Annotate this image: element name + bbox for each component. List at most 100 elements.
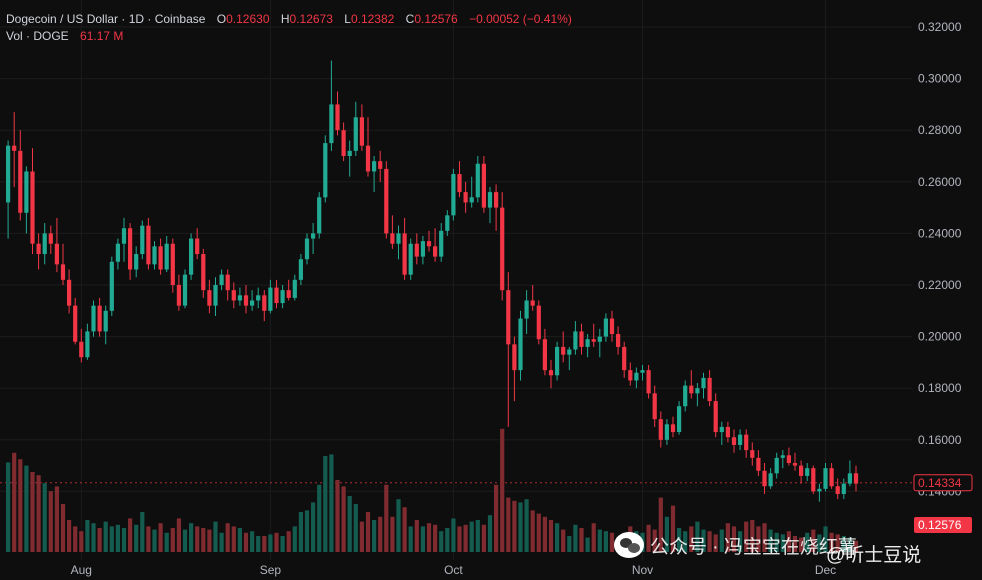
candle-body	[280, 290, 285, 304]
volume-bar	[841, 536, 846, 552]
candle-body	[243, 295, 249, 306]
volume-bar	[719, 529, 724, 552]
symbol-title[interactable]: Dogecoin / US Dollar · 1D · Coinbase	[6, 12, 206, 26]
low-label: L	[344, 12, 351, 26]
candle-body	[670, 424, 676, 433]
volume-bar	[329, 454, 334, 552]
volume-bar	[353, 504, 358, 552]
close-price-badge-label: 0.12576	[918, 518, 962, 532]
candle-body	[304, 238, 310, 260]
high-label: H	[280, 12, 290, 26]
volume-bar	[140, 512, 145, 552]
volume-bar	[469, 521, 474, 552]
candle-body	[585, 339, 590, 347]
volume-bar	[30, 472, 35, 552]
volume-bar	[457, 526, 462, 552]
close-label: C	[405, 12, 415, 26]
candle-body	[481, 163, 486, 208]
volume-bar	[60, 504, 66, 552]
candle-body	[274, 287, 279, 304]
volume-bar	[591, 523, 596, 552]
candle-body	[341, 130, 346, 156]
volume-bar	[518, 502, 523, 552]
candle-body	[213, 285, 218, 306]
volume-bar	[835, 534, 840, 552]
volume-bar	[823, 526, 828, 552]
time-tick-label: Oct	[444, 563, 463, 577]
candle-body	[780, 455, 785, 458]
volume-bar	[323, 456, 328, 552]
candle-body	[85, 331, 90, 358]
volume-bar	[237, 528, 242, 552]
time-tick-label: Dec	[815, 563, 836, 577]
candle-body	[140, 225, 145, 255]
candle-body	[451, 174, 456, 216]
candle-body	[738, 434, 743, 445]
candle-body	[103, 310, 108, 332]
volume-bar	[91, 523, 96, 552]
volume-bar	[451, 518, 456, 552]
volume-bar	[670, 505, 676, 552]
candle-body	[311, 233, 316, 239]
candle-body	[683, 385, 688, 407]
volume-bar	[426, 523, 432, 552]
volume-bar	[756, 526, 761, 552]
volume-bar	[780, 534, 785, 552]
candle-body	[646, 370, 651, 394]
candle-body	[378, 161, 383, 169]
volume-bar	[176, 518, 181, 552]
candle-body	[609, 318, 615, 335]
candle-body	[622, 346, 627, 371]
candle-body	[365, 145, 371, 172]
candle-body	[60, 264, 66, 280]
volume-bar	[207, 529, 212, 552]
volume-bar	[548, 520, 554, 552]
candle-body	[12, 145, 17, 151]
volume-bar	[170, 528, 175, 552]
candle-body	[725, 426, 730, 438]
volume-bar	[677, 528, 682, 552]
candle-body	[79, 341, 84, 358]
volume-bar	[54, 486, 59, 552]
candle-body	[652, 393, 657, 420]
volume-bar	[298, 512, 303, 552]
candle-body	[353, 117, 358, 151]
volume-bar	[652, 529, 657, 552]
ohlc-row: Dogecoin / US Dollar · 1D · Coinbase O0.…	[6, 11, 572, 28]
volume-bar	[402, 507, 407, 552]
candle-body	[115, 243, 120, 262]
candle-body	[30, 171, 35, 244]
volume-bar	[384, 484, 389, 552]
volume-bar	[219, 532, 224, 552]
volume-bar	[262, 536, 267, 552]
volume-bar	[475, 520, 480, 552]
volume-bar	[115, 524, 120, 552]
candle-body	[811, 468, 816, 492]
volume-bar	[292, 526, 297, 552]
candle-body	[73, 305, 78, 342]
candle-body	[292, 279, 297, 298]
candle-body	[494, 192, 499, 208]
candle-body	[823, 468, 828, 489]
volume-bar	[304, 510, 310, 552]
volume-bar	[530, 510, 535, 552]
candle-body	[555, 346, 560, 376]
candle-body	[756, 457, 761, 471]
volume-bar	[555, 523, 560, 552]
candle-body	[109, 261, 114, 311]
candle-body	[384, 168, 389, 234]
volume-bar	[48, 491, 53, 552]
candle-body	[250, 300, 255, 306]
volume-bar	[42, 483, 47, 552]
volume-bar	[603, 531, 608, 552]
volume-bar	[158, 523, 163, 552]
candle-body	[463, 192, 468, 203]
candle-body	[97, 305, 102, 332]
candle-body	[128, 228, 133, 270]
candle-body	[317, 197, 322, 234]
volume-bar	[152, 529, 157, 552]
volume-bar	[268, 534, 273, 552]
volume-bar	[713, 534, 718, 552]
volume-label[interactable]: Vol · DOGE	[6, 29, 69, 43]
